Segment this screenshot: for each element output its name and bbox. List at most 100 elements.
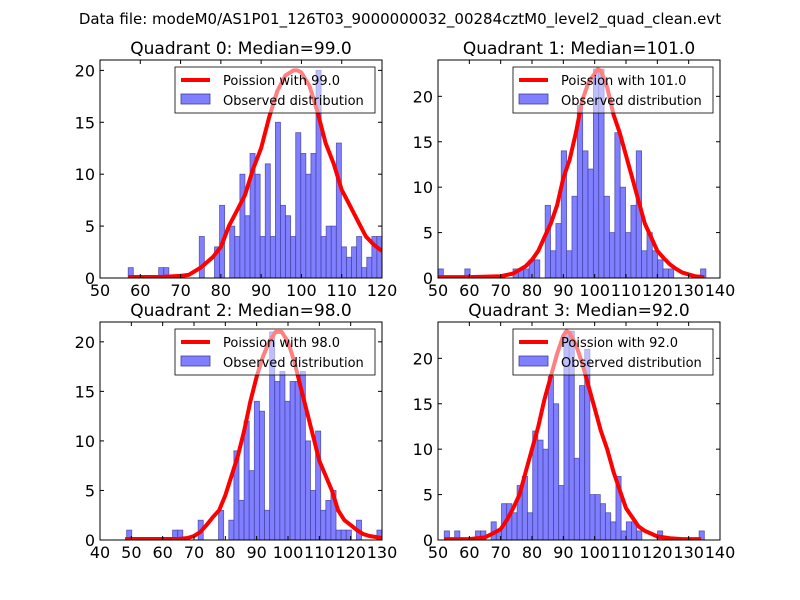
histogram-bar [662,268,669,278]
histogram-bar [259,236,266,278]
histogram-bar [330,225,337,278]
histogram-bar [351,246,358,278]
plot-area [438,67,707,278]
x-tick-label: 90 [553,281,573,300]
y-tick-label: 5 [423,224,433,243]
histogram-bar [523,268,530,278]
histogram-bar [537,439,544,540]
x-tick-label: 100 [273,543,304,562]
histogram-bar [651,250,659,278]
histogram-bar [454,530,461,540]
y-tick-label: 10 [413,440,433,459]
x-tick-label: 70 [490,543,510,562]
y-tick-label: 0 [423,269,433,288]
histogram-bar [641,250,648,278]
y-tick-label: 20 [75,61,95,80]
legend-box [174,66,376,114]
x-tick-label: 60 [130,281,150,300]
histogram-bar [320,509,327,540]
y-tick-label: 20 [413,349,433,368]
histogram-bar [218,509,225,540]
y-tick-label: 0 [85,269,95,288]
subplot-quadrant-2: Quadrant 2: Median=98.040 50 60 70 80 90 100 11… [75,301,398,562]
histogram-bar [534,259,541,278]
histogram-bar [163,267,170,278]
histogram-bar [253,400,260,540]
histogram-bar [127,267,134,278]
x-tick-label: 110 [326,281,357,300]
x-tick-label: 120 [642,543,673,562]
x-tick-label: 90 [553,543,573,562]
y-tick-label: 15 [75,113,95,132]
legend-box [512,328,714,376]
histogram-bar [610,521,617,540]
y-tick-label: 5 [85,481,95,500]
histogram-bar [284,400,291,540]
histogram-bar [587,168,594,278]
histogram-bar [228,519,235,540]
histogram-bar [320,236,327,278]
legend-box [174,328,376,376]
y-tick-label: 10 [413,178,433,197]
legend: Poission with 98.0 Observed distribution [174,328,376,376]
histogram-bar [325,499,332,540]
histogram-bar [340,246,347,278]
histogram-bar [274,381,281,540]
legend: Poission with 101.0 Observed distribution [512,66,714,114]
histogram-bar [264,509,271,540]
x-tick-label: 110 [611,543,642,562]
histogram-bar [366,256,373,278]
legend-box [512,66,714,114]
x-tick-label: 70 [490,281,510,300]
x-tick-label: 120 [642,281,673,300]
subplot-quadrant-1: Quadrant 1: Median=101.050 60 70 80 90 100 110… [413,39,736,300]
histogram-bar [264,163,271,278]
histogram-bar [310,153,317,278]
x-tick-label: 110 [611,281,642,300]
histogram-bar [229,225,236,278]
histogram-bar [305,173,312,278]
histogram-bar [294,381,301,540]
histogram-bar [614,132,621,278]
x-tick-label: 50 [121,543,141,562]
histogram-bar [630,204,637,278]
x-tick-label: 130 [673,281,704,300]
histogram-bar [198,236,205,278]
histogram-bar [625,232,632,278]
histogram-bar [511,512,518,540]
legend-bar-swatch [518,355,549,367]
histogram-bar [547,376,554,540]
histogram-bar [599,503,606,540]
subplot-title: Quadrant 2: Median=98.0 [130,301,352,321]
legend-label-observed: Observed distribution [223,94,364,109]
legend-bar-swatch [518,93,549,105]
x-tick-label: 130 [367,543,398,562]
histogram-bar [542,448,549,540]
histogram-bar [657,259,664,278]
legend-label-observed: Observed distribution [561,356,702,371]
histogram-bar [335,529,342,540]
legend-label-poisson: Poission with 101.0 [561,74,686,89]
x-tick-label: 60 [459,281,479,300]
x-tick-label: 100 [579,281,610,300]
y-tick-label: 10 [75,432,95,451]
histogram-bar [361,267,368,278]
x-tick-label: 60 [459,543,479,562]
histogram-bar [579,385,586,540]
histogram-bar [300,153,307,278]
x-tick-label: 110 [304,543,335,562]
histogram-bar [527,512,534,540]
plot-area [127,68,382,278]
histogram-bar [566,250,573,278]
y-tick-label: 20 [75,333,95,352]
histogram-bar [234,236,241,278]
histogram-bar [553,403,560,540]
histogram-bar [275,121,281,278]
histogram-bar [571,195,578,278]
histogram-bar [698,530,705,540]
histogram-bar [335,142,342,278]
y-tick-label: 5 [423,486,433,505]
legend: Poission with 99.0 Observed distribution [174,66,376,114]
histogram-bar [304,440,311,540]
